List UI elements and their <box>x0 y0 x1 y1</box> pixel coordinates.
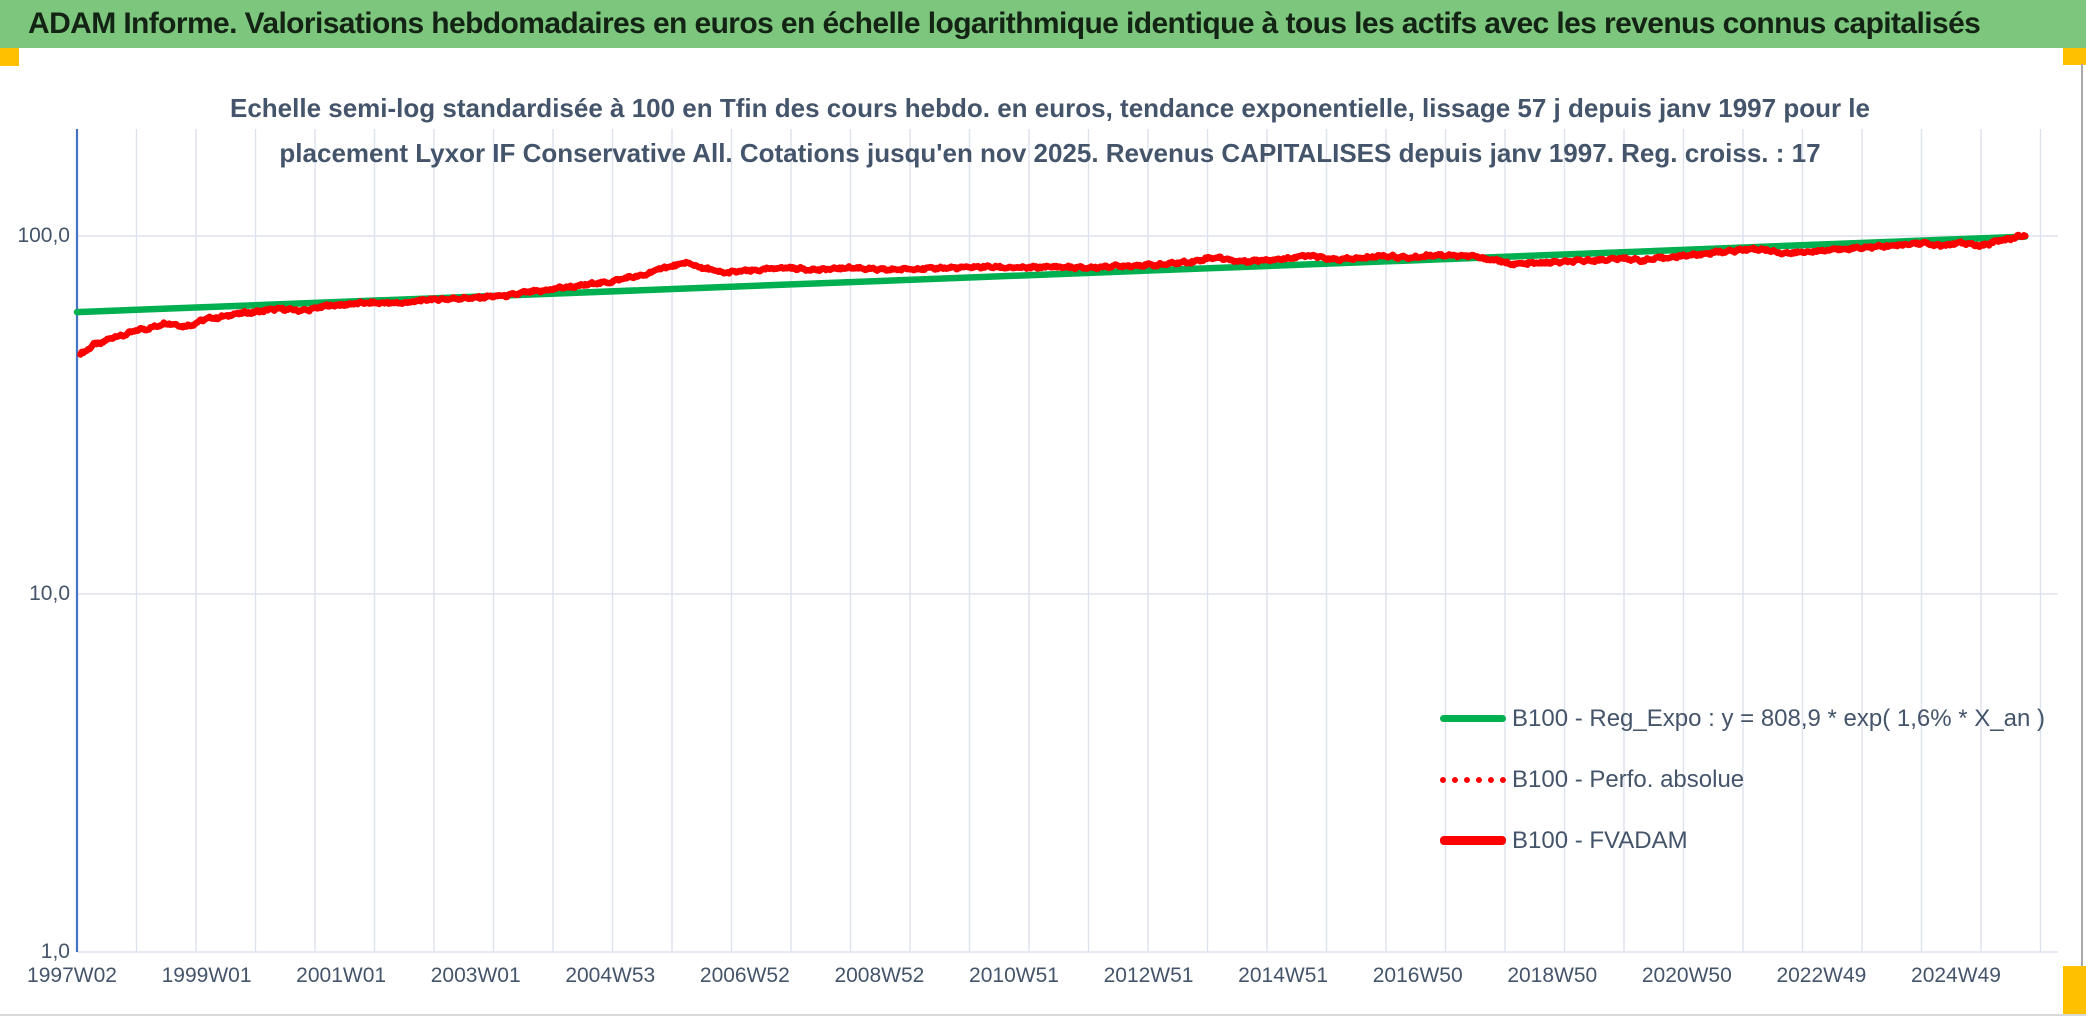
chart-legend: B100 - Reg_Expo : y = 808,9 * exp( 1,6% … <box>1440 688 2045 871</box>
header-banner: ADAM Informe. Valorisations hebdomadaire… <box>0 0 2086 48</box>
sheet-right-edge <box>2081 64 2083 966</box>
legend-item[interactable]: B100 - Reg_Expo : y = 808,9 * exp( 1,6% … <box>1440 688 2045 749</box>
legend-item-label: B100 - FVADAM <box>1512 826 1688 854</box>
y-axis-tick-label: 100,0 <box>17 224 70 247</box>
corner-marker-top-right <box>2063 48 2086 65</box>
x-axis-tick-label: 2024W49 <box>1911 964 2001 987</box>
y-axis-tick-label: 10,0 <box>29 582 70 605</box>
x-axis-tick-label: 2006W52 <box>699 964 790 987</box>
chart-title-line1: Echelle semi-log standardisée à 100 en T… <box>229 93 1870 123</box>
x-axis-tick-label: 2012W51 <box>1103 964 1194 987</box>
x-axis-tick-label: 1997W02 <box>27 964 117 987</box>
x-axis-tick-label: 2010W51 <box>969 964 1059 987</box>
x-axis-tick-label: 2004W53 <box>565 964 656 987</box>
legend-item[interactable]: B100 - FVADAM <box>1440 810 2045 871</box>
x-axis-tick-label: 1999W01 <box>161 964 252 987</box>
series-fvadam-line <box>77 231 2029 358</box>
x-axis-tick-label: 2016W50 <box>1372 964 1463 987</box>
legend-green-line-icon <box>1440 715 1506 722</box>
legend-red-line-icon <box>1440 836 1506 845</box>
y-axis-tick-label: 1,0 <box>40 940 70 963</box>
legend-red-dotted-line-icon <box>1440 776 1506 783</box>
sheet-bottom-strip <box>0 1014 2086 1033</box>
x-axis-tick-label: 2014W51 <box>1238 964 1329 987</box>
x-axis-tick-label: 2001W01 <box>296 964 387 987</box>
x-axis-tick-label: 2003W01 <box>430 964 521 987</box>
corner-marker-top-left <box>0 48 19 66</box>
header-title: ADAM Informe. Valorisations hebdomadaire… <box>28 7 1981 40</box>
legend-item-label: B100 - Perfo. absolue <box>1512 765 1745 793</box>
x-axis-tick-label: 2018W50 <box>1507 964 1598 987</box>
legend-item[interactable]: B100 - Perfo. absolue <box>1440 749 2045 810</box>
legend-item-label: B100 - Reg_Expo : y = 808,9 * exp( 1,6% … <box>1512 704 2045 732</box>
x-axis-tick-label: 2008W52 <box>834 964 925 987</box>
series-reg-expo-line <box>73 233 2029 316</box>
x-axis-tick-label: 2020W50 <box>1641 964 1732 987</box>
x-axis-tick-label: 2022W49 <box>1776 964 1867 987</box>
chart-title: Echelle semi-log standardisée à 100 en T… <box>200 86 1900 176</box>
chart-title-line2: placement Lyxor IF Conservative All. Cot… <box>279 138 1821 168</box>
